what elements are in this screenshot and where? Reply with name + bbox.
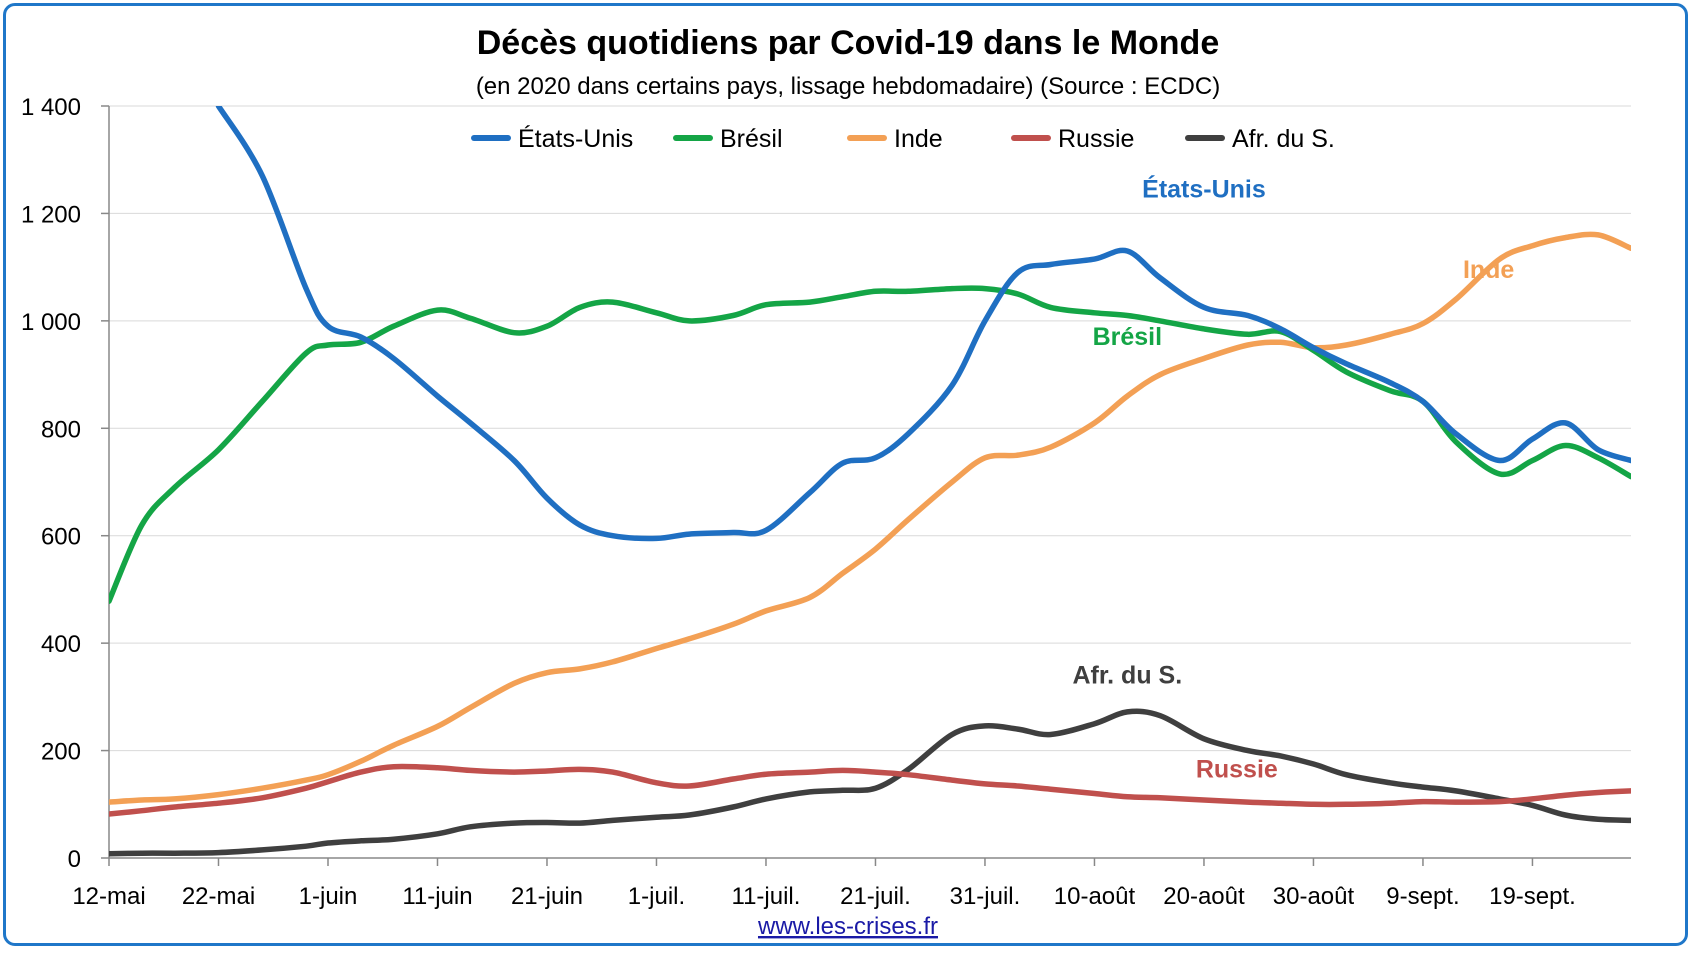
series-annotation: États-Unis bbox=[1142, 174, 1266, 203]
x-tick-label: 19-sept. bbox=[1489, 883, 1576, 910]
series-line-russie bbox=[109, 763, 1631, 817]
x-tick-label: 1-juin bbox=[299, 883, 358, 910]
legend-label: Brésil bbox=[720, 125, 783, 153]
series-line-afr-du-s- bbox=[109, 708, 1631, 857]
x-tick-label: 30-août bbox=[1273, 883, 1355, 910]
x-tick-label: 21-juin bbox=[511, 883, 583, 910]
annotations: États-Unis Inde Brésil Afr. du S. Russie bbox=[1072, 174, 1514, 783]
gridlines bbox=[109, 105, 1631, 752]
series-line-brésil bbox=[109, 285, 1631, 604]
y-axis-ticks: 0 200 400 600 800 1 000 1 200 1 400 bbox=[21, 94, 81, 873]
series-line-inde bbox=[109, 231, 1631, 805]
y-tick-label: 600 bbox=[41, 524, 81, 551]
x-tick-label: 31-juil. bbox=[950, 883, 1021, 910]
x-tick-label: 11-juil. bbox=[732, 883, 801, 910]
chart-title: Décès quotidiens par Covid-19 dans le Mo… bbox=[477, 24, 1220, 62]
x-tick-label: 20-août bbox=[1163, 883, 1245, 910]
legend-label: Afr. du S. bbox=[1232, 125, 1335, 153]
legend-label: États-Unis bbox=[518, 124, 633, 153]
source-link[interactable]: www.les-crises.fr bbox=[757, 913, 938, 940]
legend-label: Inde bbox=[894, 125, 943, 153]
series-annotation: Russie bbox=[1196, 755, 1278, 783]
chart-subtitle: (en 2020 dans certains pays, lissage heb… bbox=[476, 73, 1220, 100]
y-tick-label: 800 bbox=[41, 416, 81, 443]
x-axis-ticks: 12-mai 22-mai 1-juin 11-juin 21-juin 1-juil. 1… bbox=[72, 883, 1575, 910]
legend: États-Unis Brésil Inde Russie Afr. du S. bbox=[471, 124, 1335, 153]
y-tick-label: 200 bbox=[41, 739, 81, 766]
x-tick-label: 1-juil. bbox=[628, 883, 685, 910]
y-tick-label: 1 400 bbox=[21, 94, 81, 121]
x-tick-label: 22-mai bbox=[182, 883, 255, 910]
series-annotation: Brésil bbox=[1093, 323, 1162, 351]
legend-label: Russie bbox=[1058, 125, 1134, 153]
x-tick-label: 9-sept. bbox=[1386, 883, 1459, 910]
series-line-états-unis bbox=[215, 106, 1631, 542]
y-tick-label: 0 bbox=[68, 846, 81, 873]
y-tick-label: 1 200 bbox=[21, 201, 81, 228]
axes bbox=[101, 105, 1631, 866]
x-tick-label: 10-août bbox=[1054, 883, 1136, 910]
series-annotation: Inde bbox=[1463, 256, 1514, 284]
x-tick-label: 12-mai bbox=[72, 883, 145, 910]
series-annotation: Afr. du S. bbox=[1072, 661, 1182, 689]
y-tick-label: 400 bbox=[41, 631, 81, 658]
series-lines bbox=[109, 106, 1631, 857]
x-tick-label: 21-juil. bbox=[840, 883, 911, 910]
x-tick-label: 11-juin bbox=[402, 883, 472, 910]
y-tick-label: 1 000 bbox=[21, 309, 81, 336]
